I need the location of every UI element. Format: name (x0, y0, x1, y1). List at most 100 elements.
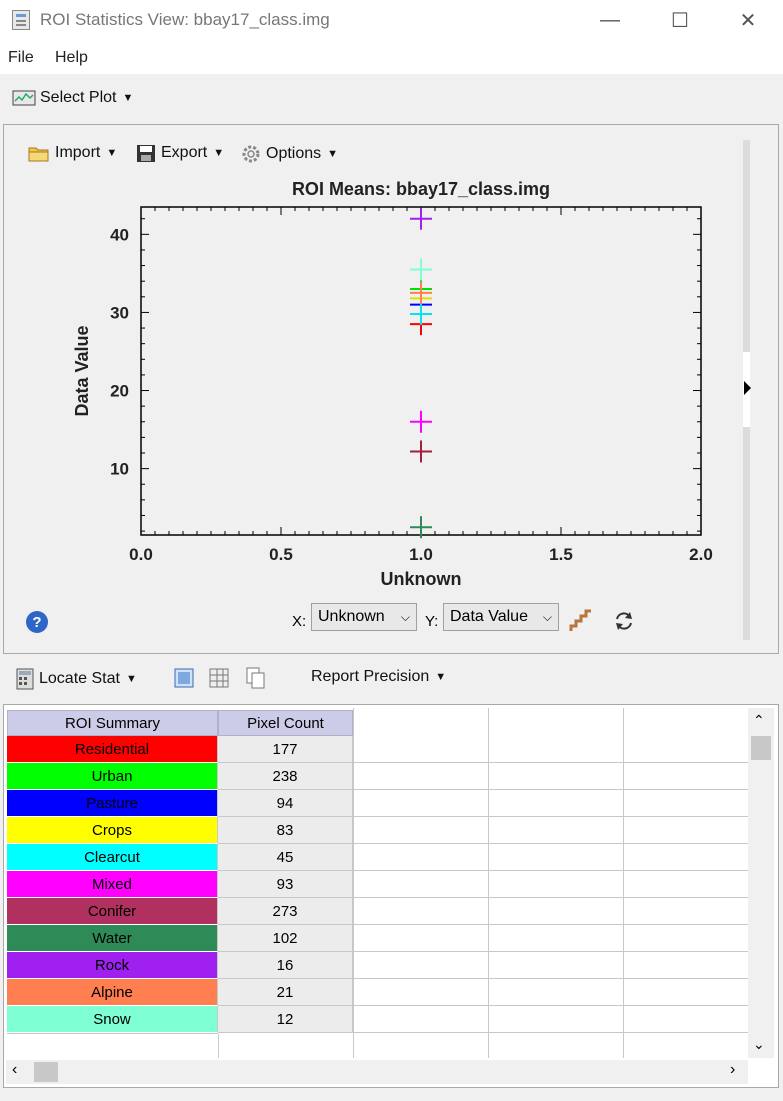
roi-name-cell[interactable]: Clearcut (7, 844, 218, 871)
roi-name-cell[interactable]: Mixed (7, 871, 218, 898)
expand-arrow-icon[interactable] (744, 381, 751, 395)
save-icon (137, 145, 155, 162)
column-header-roi-summary[interactable]: ROI Summary (7, 710, 218, 736)
pixel-count-cell[interactable]: 12 (218, 1006, 353, 1033)
grid-view-icon[interactable] (208, 667, 230, 689)
select-plot-label: Select Plot (40, 89, 117, 106)
import-label: Import (55, 144, 101, 161)
maximize-button[interactable]: ☐ (671, 9, 689, 32)
roi-means-chart: ROI Means: bbay17_class.img 0.0 0.5 1.0 1.5… (72, 179, 713, 589)
y-axis-label: Data Value (72, 325, 92, 416)
pixel-count-cell[interactable]: 238 (218, 763, 353, 790)
y-tick-label: 30 (110, 303, 129, 322)
pixel-count-cell[interactable]: 102 (218, 925, 353, 952)
import-button[interactable]: Import ▼ (27, 143, 117, 163)
y-tick-label: 20 (110, 382, 129, 401)
data-points (410, 207, 432, 539)
plot-frame (140, 206, 702, 536)
y-tick-label: 40 (110, 225, 129, 244)
roi-name-cell[interactable]: Rock (7, 952, 218, 979)
row-divider (353, 762, 748, 763)
scroll-left-icon[interactable]: ‹ (12, 1061, 18, 1078)
data-point (410, 258, 432, 281)
table-view-icon[interactable] (173, 667, 195, 689)
pixel-count-cell[interactable]: 273 (218, 898, 353, 925)
data-point (410, 440, 432, 463)
menu-help[interactable]: Help (55, 49, 88, 66)
stairs-icon[interactable] (568, 607, 594, 633)
x-tick-label: 2.0 (689, 545, 713, 564)
scroll-up-icon[interactable]: ⌃ (753, 712, 765, 728)
pixel-count-cell[interactable]: 93 (218, 871, 353, 898)
options-button[interactable]: Options ▼ (240, 143, 338, 165)
help-icon[interactable]: ? (26, 611, 48, 633)
options-label: Options (266, 145, 322, 162)
roi-name-cell[interactable]: Alpine (7, 979, 218, 1006)
column-divider (218, 1034, 219, 1058)
row-divider (353, 870, 748, 871)
row-divider (353, 843, 748, 844)
x-tick-label: 0.0 (129, 545, 153, 564)
x-tick-label: 1.5 (549, 545, 573, 564)
locate-stat-label: Locate Stat (39, 670, 120, 687)
x-axis-select[interactable]: Unknown ⌵ (311, 603, 417, 631)
y-tick-label: 10 (110, 460, 129, 479)
vertical-scrollbar[interactable] (748, 708, 774, 1058)
app-icon (12, 10, 30, 30)
roi-name-cell[interactable]: Pasture (7, 790, 218, 817)
column-header-pixel-count[interactable]: Pixel Count (218, 710, 353, 736)
roi-name-cell[interactable]: Urban (7, 763, 218, 790)
vertical-scroll-thumb[interactable] (751, 736, 771, 760)
row-divider (7, 1033, 218, 1034)
column-divider (623, 708, 624, 1058)
data-point (410, 516, 432, 539)
chevron-down-icon: ▼ (122, 92, 134, 104)
horizontal-scrollbar[interactable] (6, 1060, 748, 1084)
menu-file[interactable]: File (8, 49, 34, 66)
report-precision-label: Report Precision (311, 668, 430, 685)
chevron-down-icon: ⌵ (400, 609, 410, 624)
roi-name-cell[interactable]: Crops (7, 817, 218, 844)
pixel-count-cell[interactable]: 21 (218, 979, 353, 1006)
scroll-right-icon[interactable]: › (730, 1061, 736, 1078)
folder-icon (28, 147, 49, 162)
locate-stat-button[interactable]: Locate Stat ▼ (15, 668, 137, 690)
minimize-button[interactable]: — (600, 8, 620, 31)
y-axis-select[interactable]: Data Value ⌵ (443, 603, 559, 631)
gear-icon (242, 145, 260, 163)
menu-bar (0, 40, 783, 74)
roi-name-cell[interactable]: Conifer (7, 898, 218, 925)
row-divider (353, 897, 748, 898)
horizontal-scroll-thumb[interactable] (34, 1062, 58, 1082)
pixel-count-cell[interactable]: 177 (218, 736, 353, 763)
x-selector-label: X: (292, 613, 307, 630)
close-button[interactable]: ✕ (739, 9, 757, 32)
axis-ticks (140, 207, 702, 535)
select-plot-button[interactable]: Select Plot ▼ (12, 89, 133, 107)
column-divider (353, 708, 354, 1058)
scroll-down-icon[interactable]: ⌄ (753, 1036, 765, 1052)
pixel-count-cell[interactable]: 94 (218, 790, 353, 817)
pixel-count-cell[interactable]: 83 (218, 817, 353, 844)
roi-name-cell[interactable]: Snow (7, 1006, 218, 1033)
row-divider (353, 1032, 748, 1033)
title-bar (0, 0, 783, 40)
x-axis-label: Unknown (381, 569, 462, 589)
copy-icon[interactable] (245, 666, 267, 690)
roi-name-cell[interactable]: Water (7, 925, 218, 952)
column-divider (488, 708, 489, 1058)
row-divider (353, 1005, 748, 1006)
calculator-icon (16, 668, 34, 690)
y-selector-label: Y: (425, 613, 439, 630)
data-point (410, 207, 432, 230)
roi-name-cell[interactable]: Residential (7, 736, 218, 763)
row-divider (353, 816, 748, 817)
pixel-count-cell[interactable]: 45 (218, 844, 353, 871)
x-tick-labels: 0.0 0.5 1.0 1.5 2.0 (129, 545, 713, 564)
data-point (410, 281, 432, 304)
report-precision-button[interactable]: Report Precision ▼ (311, 668, 446, 686)
x-tick-label: 0.5 (269, 545, 293, 564)
refresh-icon[interactable] (612, 609, 636, 633)
pixel-count-cell[interactable]: 16 (218, 952, 353, 979)
export-button[interactable]: Export ▼ (135, 143, 224, 163)
